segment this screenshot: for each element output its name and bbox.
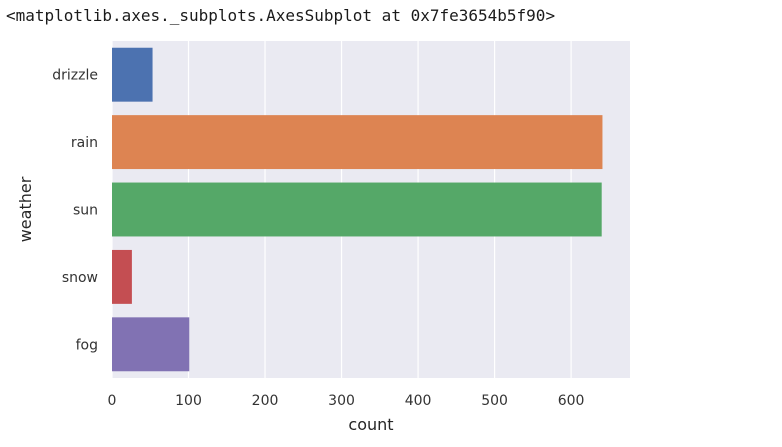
y-tick-label-fog: fog	[76, 337, 98, 353]
y-tick-label-drizzle: drizzle	[52, 68, 98, 84]
x-tick-label-200: 200	[252, 393, 279, 409]
y-tick-label-snow: snow	[62, 270, 98, 286]
y-axis-label: weather	[16, 176, 35, 242]
x-tick-labels: 0 100 200 300 400 500 600	[108, 393, 585, 409]
cell-output-repr: <matplotlib.axes._subplots.AxesSubplot a…	[6, 6, 556, 25]
x-tick-label-400: 400	[405, 393, 432, 409]
y-tick-labels: drizzle rain sun snow fog	[52, 68, 98, 354]
bar-sun	[112, 182, 602, 237]
y-tick-label-rain: rain	[71, 135, 98, 151]
bars	[112, 47, 603, 372]
x-tick-label-600: 600	[558, 393, 585, 409]
x-tick-label-0: 0	[108, 393, 117, 409]
x-axis-label: count	[348, 415, 393, 434]
y-tick-label-sun: sun	[73, 203, 98, 219]
x-tick-label-500: 500	[481, 393, 508, 409]
bar-fog	[112, 317, 190, 372]
bar-snow	[112, 249, 132, 304]
bar-drizzle	[112, 47, 153, 102]
x-tick-label-300: 300	[328, 393, 355, 409]
bar-rain	[112, 115, 603, 170]
x-tick-label-100: 100	[175, 393, 202, 409]
